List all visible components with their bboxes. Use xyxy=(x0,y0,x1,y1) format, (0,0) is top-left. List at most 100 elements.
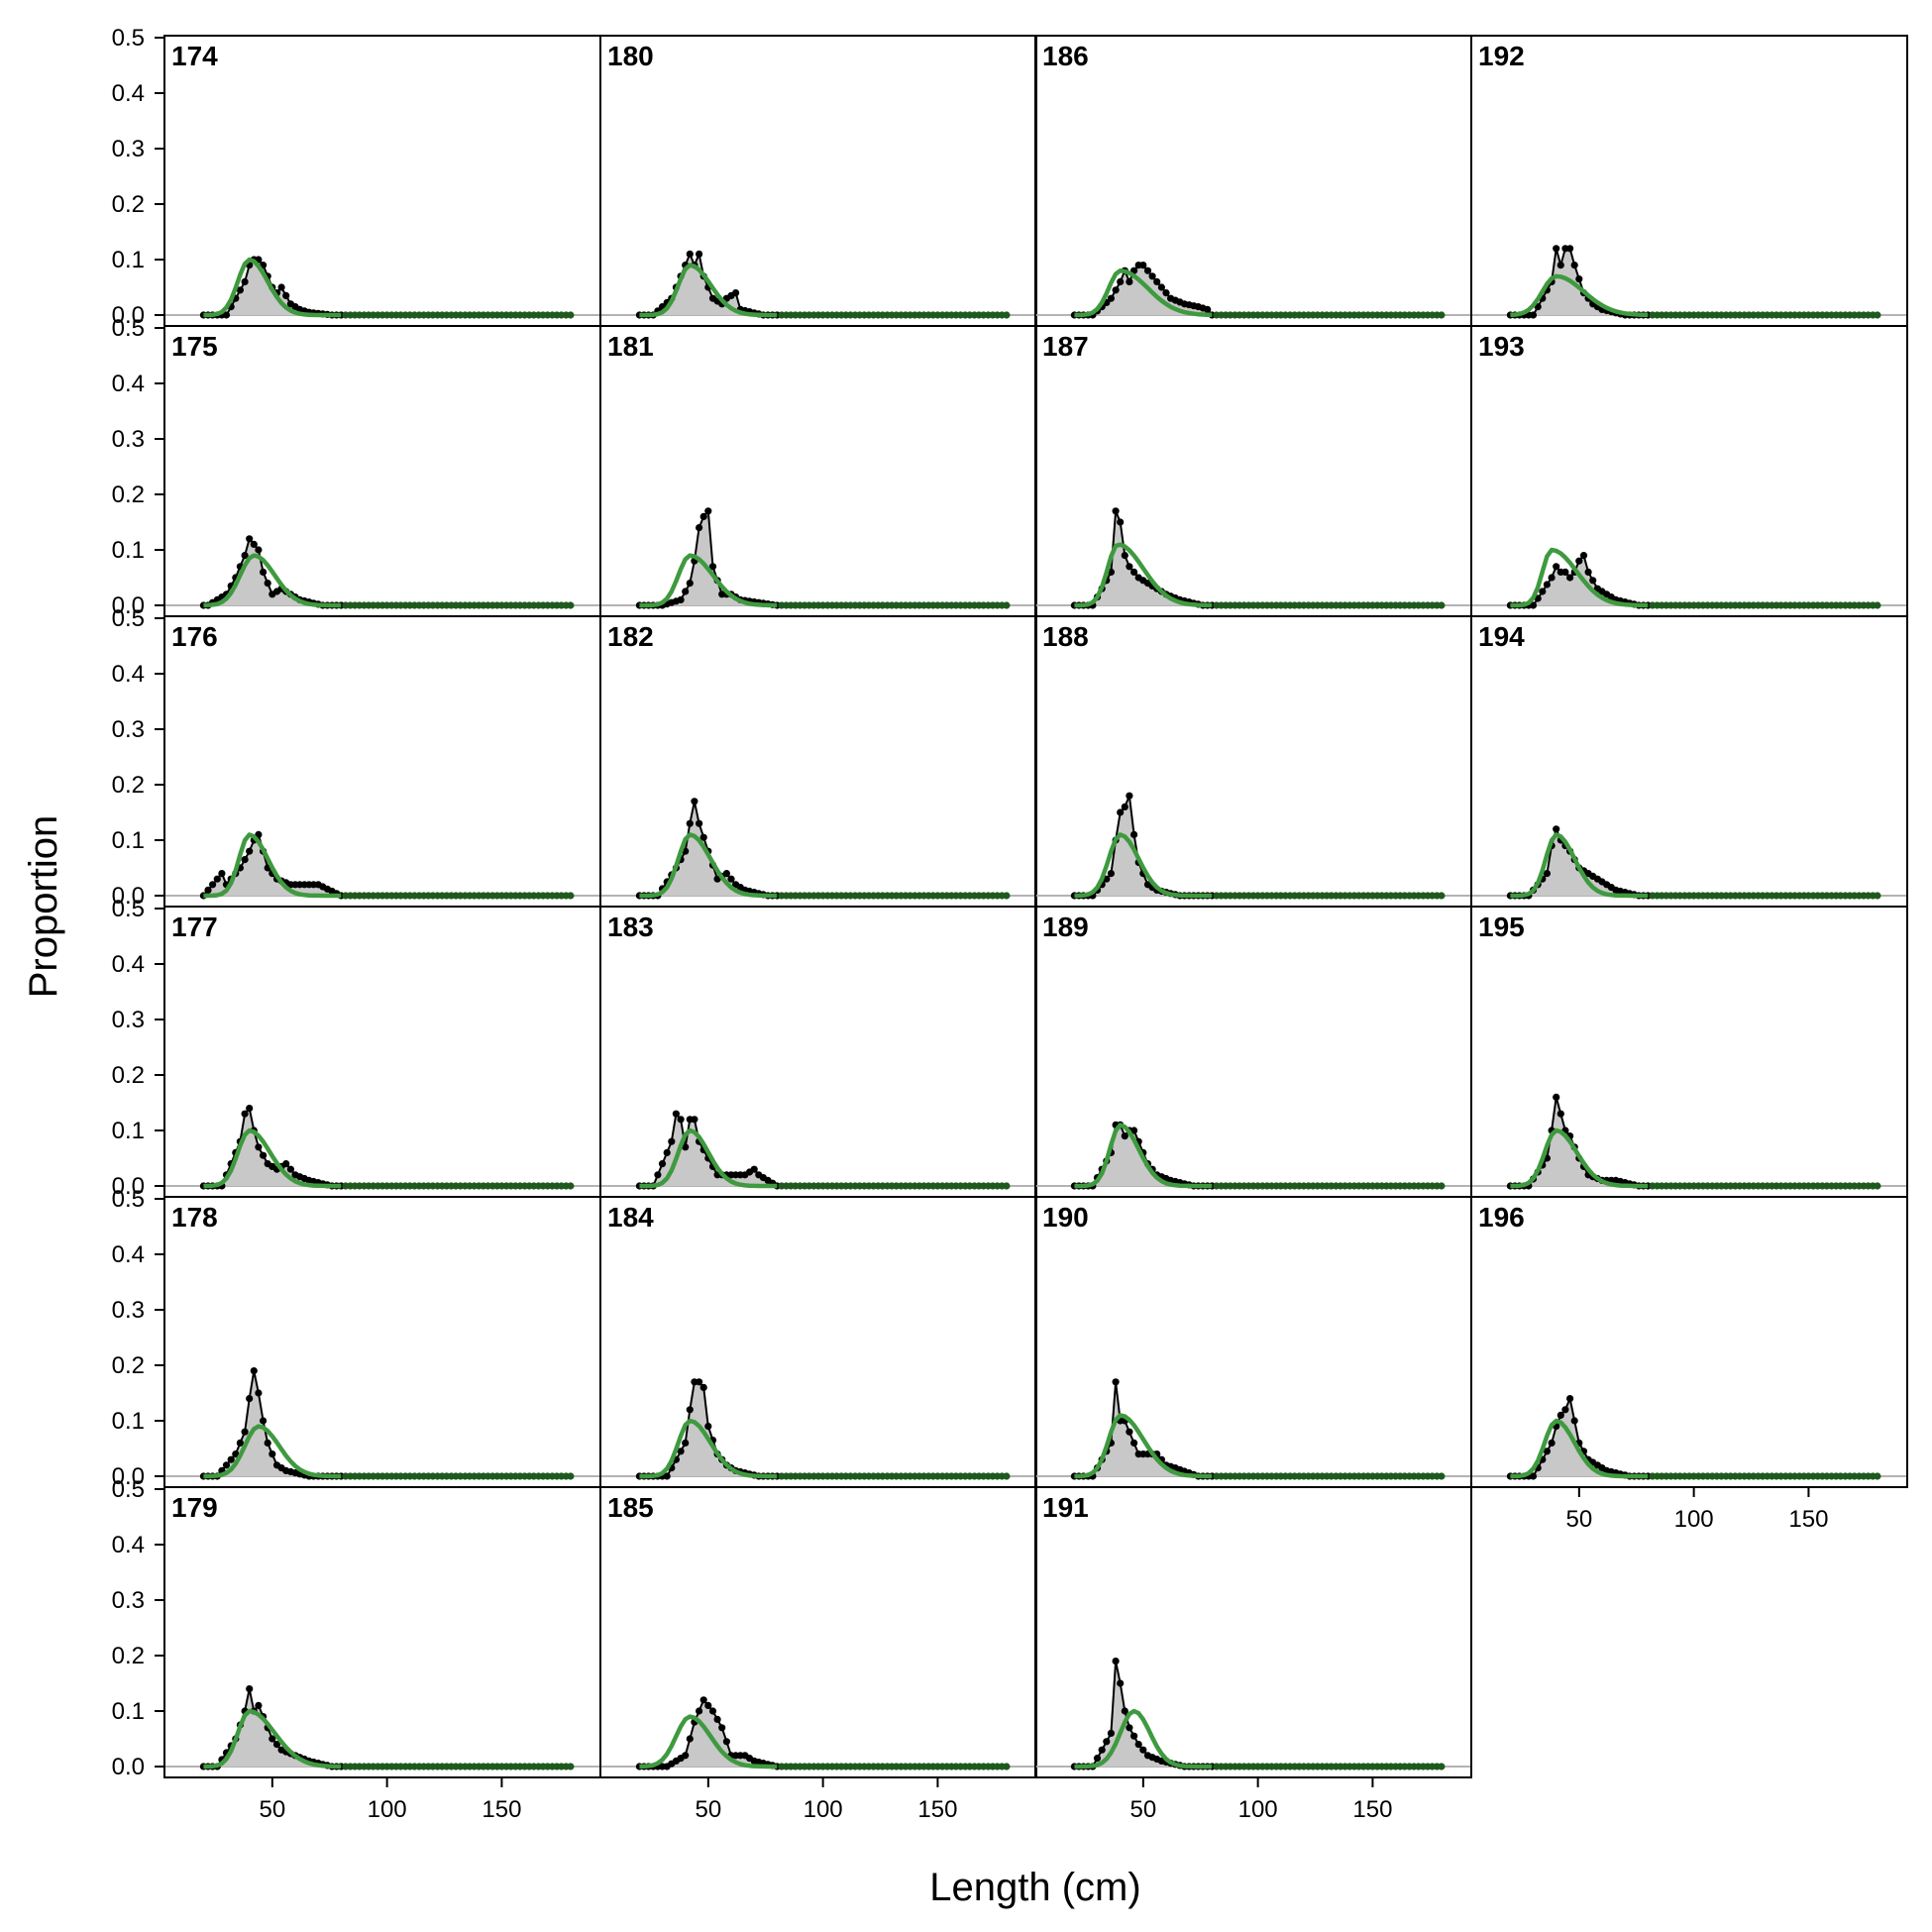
x-tick-label: 150 xyxy=(1788,1506,1828,1533)
y-tick-label: 0.2 xyxy=(112,191,145,218)
observed-point xyxy=(1556,1110,1564,1118)
observed-point xyxy=(1121,803,1128,811)
x-tick-label: 150 xyxy=(917,1796,957,1823)
y-tick-label: 0.1 xyxy=(112,827,145,854)
y-tick-label: 0.4 xyxy=(112,951,145,978)
observed-point xyxy=(1438,1472,1446,1480)
panel-label: 186 xyxy=(1042,41,1089,71)
observed-point xyxy=(699,1383,707,1391)
observed-point xyxy=(1539,588,1547,595)
observed-point xyxy=(1575,275,1583,283)
observed-point xyxy=(704,507,712,515)
y-axis-title: Proportion xyxy=(22,815,65,999)
observed-point xyxy=(1093,1755,1102,1763)
panels-layer: 174 0.0 0.1 0.2 0.3 0.4 0.5 175 0.0 0.1 0.2 0.3 0.4 0… xyxy=(112,25,1908,1823)
observed-point xyxy=(1438,1182,1446,1190)
observed-point xyxy=(1529,601,1538,609)
observed-point xyxy=(686,1735,694,1743)
observed-point xyxy=(567,1763,575,1771)
observed-area xyxy=(639,1114,1007,1186)
observed-point xyxy=(1529,311,1538,319)
expected-line xyxy=(203,1424,342,1479)
y-tick-label: 0.2 xyxy=(112,1062,145,1089)
observed-point xyxy=(209,881,217,889)
observed-point xyxy=(1103,1738,1111,1746)
observed-point xyxy=(1117,518,1125,526)
observed-point xyxy=(1117,277,1125,285)
observed-point xyxy=(567,892,575,900)
y-tick-label: 0.2 xyxy=(112,1643,145,1669)
observed-point xyxy=(1548,574,1556,582)
observed-point xyxy=(1107,870,1115,878)
observed-area xyxy=(639,254,1007,315)
observed-area xyxy=(203,1688,571,1767)
observed-point xyxy=(682,1752,690,1760)
expected-line xyxy=(639,263,778,318)
observed-point xyxy=(250,540,258,549)
observed-point xyxy=(1003,892,1011,900)
observed-area xyxy=(1510,248,1878,315)
observed-point xyxy=(750,1165,758,1173)
observed-point xyxy=(1130,1732,1138,1740)
y-tick-label: 0.5 xyxy=(112,1476,145,1503)
observed-point xyxy=(1130,1127,1138,1134)
observed-point xyxy=(1553,245,1560,253)
observed-point xyxy=(699,833,707,841)
panel-label: 195 xyxy=(1478,912,1525,942)
y-tick-label: 0.3 xyxy=(112,1297,145,1324)
y-tick-label: 0.0 xyxy=(112,1754,145,1780)
observed-point xyxy=(218,870,226,878)
observed-point xyxy=(663,1472,671,1480)
observed-area xyxy=(639,801,1007,896)
observed-point xyxy=(1438,601,1446,609)
observed-point xyxy=(1126,277,1133,285)
observed-point xyxy=(718,1724,726,1732)
observed-point xyxy=(1003,601,1011,609)
x-tick-label: 100 xyxy=(368,1796,407,1823)
observed-point xyxy=(1139,1746,1147,1754)
expected-line xyxy=(1074,1413,1213,1479)
observed-point xyxy=(696,1378,703,1386)
observed-point xyxy=(246,847,254,855)
panel-label: 191 xyxy=(1042,1492,1089,1523)
observed-point xyxy=(699,1696,707,1704)
observed-area xyxy=(203,260,571,315)
observed-point xyxy=(682,1439,690,1447)
expected-line xyxy=(1510,832,1649,899)
observed-point xyxy=(668,1137,676,1145)
x-tick-label: 100 xyxy=(804,1796,843,1823)
y-tick-label: 0.2 xyxy=(112,482,145,508)
expected-line xyxy=(639,1418,778,1479)
observed-point xyxy=(1561,1406,1569,1414)
observed-point xyxy=(1529,1472,1538,1480)
expected-line xyxy=(1510,1418,1649,1479)
observed-area xyxy=(1074,1381,1442,1476)
panel-194: 194 xyxy=(1470,615,1908,908)
observed-point xyxy=(1003,311,1011,319)
observed-point xyxy=(1570,262,1578,269)
observed-point xyxy=(282,291,290,299)
observed-point xyxy=(1112,507,1120,515)
y-tick-label: 0.0 xyxy=(112,1173,145,1200)
y-tick-label: 0.3 xyxy=(112,1007,145,1033)
observed-point xyxy=(1157,283,1165,291)
observed-point xyxy=(1143,267,1152,274)
observed-point xyxy=(1874,1472,1881,1480)
panel-label: 176 xyxy=(171,621,218,652)
y-tick-label: 0.5 xyxy=(112,1186,145,1213)
observed-point xyxy=(1126,563,1133,571)
y-tick-label: 0.1 xyxy=(112,1408,145,1435)
expected-line xyxy=(1074,1708,1213,1770)
panel-label: 193 xyxy=(1478,331,1525,362)
observed-area xyxy=(203,834,571,896)
expected-line xyxy=(639,1714,778,1770)
observed-area xyxy=(203,538,571,605)
panel-192: 192 xyxy=(1470,35,1908,327)
panel-185: 185 50 100 150 xyxy=(599,1486,1037,1823)
observed-point xyxy=(268,1450,276,1458)
expected-line xyxy=(203,553,342,608)
observed-point xyxy=(272,1741,281,1749)
observed-point xyxy=(1130,568,1138,577)
y-tick-label: 0.0 xyxy=(112,302,145,329)
